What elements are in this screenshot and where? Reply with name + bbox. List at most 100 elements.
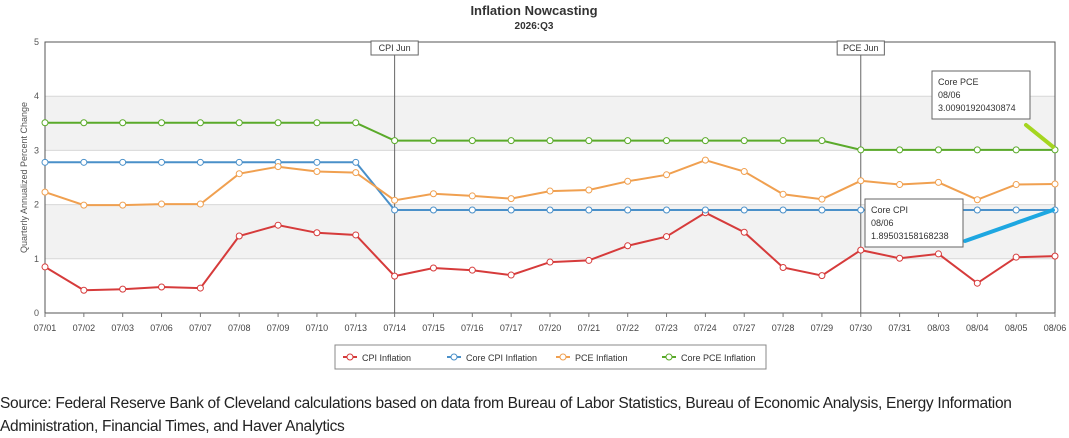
- data-point: [468, 192, 476, 200]
- data-point: [857, 246, 865, 254]
- data-point: [274, 163, 282, 171]
- data-point: [41, 119, 49, 127]
- legend-swatch-marker: [346, 353, 354, 361]
- data-point: [1012, 146, 1020, 154]
- data-point: [896, 181, 904, 189]
- x-tick-label: 07/10: [306, 323, 329, 333]
- tooltip-series: Core PCE: [938, 77, 979, 87]
- data-point: [779, 263, 787, 271]
- data-point: [857, 177, 865, 185]
- data-point: [313, 158, 321, 166]
- data-point: [1051, 252, 1059, 260]
- data-point: [740, 228, 748, 236]
- x-tick-label: 07/13: [345, 323, 368, 333]
- data-point: [779, 206, 787, 214]
- data-point: [585, 206, 593, 214]
- data-point: [779, 190, 787, 198]
- data-point: [701, 137, 709, 145]
- data-point: [313, 168, 321, 176]
- data-point: [429, 137, 437, 145]
- data-point: [546, 258, 554, 266]
- data-point: [391, 206, 399, 214]
- data-point: [41, 188, 49, 196]
- data-point: [1051, 180, 1059, 188]
- x-tick-label: 07/20: [539, 323, 562, 333]
- data-point: [235, 232, 243, 240]
- data-point: [973, 279, 981, 287]
- data-point: [352, 169, 360, 177]
- data-point: [857, 206, 865, 214]
- data-point: [701, 206, 709, 214]
- data-point: [158, 283, 166, 291]
- data-point: [624, 137, 632, 145]
- data-point: [740, 206, 748, 214]
- data-point: [663, 233, 671, 241]
- data-point: [740, 137, 748, 145]
- x-tick-label: 07/09: [267, 323, 290, 333]
- data-point: [196, 119, 204, 127]
- event-label-box: [836, 40, 885, 56]
- data-point: [235, 158, 243, 166]
- tooltip-box: [864, 198, 964, 248]
- data-point: [80, 158, 88, 166]
- event-label-box: [370, 40, 419, 56]
- legend-label: PCE Inflation: [575, 353, 628, 363]
- data-point: [507, 137, 515, 145]
- chart-subtitle: 2026:Q3: [515, 21, 554, 32]
- data-point: [158, 158, 166, 166]
- y-tick-label: 1: [34, 254, 39, 264]
- x-tick-label: 08/04: [966, 323, 989, 333]
- y-tick-label: 5: [34, 37, 39, 47]
- data-point: [934, 146, 942, 154]
- x-tick-label: 07/30: [850, 323, 873, 333]
- data-point: [429, 206, 437, 214]
- data-point: [507, 195, 515, 203]
- x-tick-label: 07/16: [461, 323, 484, 333]
- legend-label: Core CPI Inflation: [466, 353, 537, 363]
- data-point: [818, 137, 826, 145]
- chart-svg: Inflation Nowcasting 2026:Q3 0 1 2 3 4 5 Quarter…: [19, 3, 1067, 370]
- data-point: [585, 137, 593, 145]
- data-point: [158, 119, 166, 127]
- x-tick-label: 08/06: [1044, 323, 1067, 333]
- data-point: [313, 119, 321, 127]
- legend-swatch-marker: [450, 353, 458, 361]
- data-point: [818, 206, 826, 214]
- event-label: CPI Jun: [379, 43, 411, 53]
- data-point: [1012, 253, 1020, 261]
- data-point: [429, 264, 437, 272]
- data-point: [973, 146, 981, 154]
- y-tick-label: 4: [34, 91, 39, 101]
- x-tick-label: 07/17: [500, 323, 523, 333]
- x-tick-label: 08/03: [927, 323, 950, 333]
- data-point: [391, 196, 399, 204]
- source-note: Source: Federal Reserve Bank of Clevelan…: [0, 395, 1012, 435]
- y-tick-label: 2: [34, 200, 39, 210]
- x-tick-label: 07/02: [73, 323, 96, 333]
- tooltip-value: 1.89503158168238: [871, 231, 949, 241]
- x-tick-label: 07/22: [616, 323, 639, 333]
- data-point: [779, 137, 787, 145]
- x-tick-label: 07/07: [189, 323, 212, 333]
- data-point: [663, 171, 671, 179]
- x-tick-label: 07/23: [655, 323, 678, 333]
- data-point: [196, 200, 204, 208]
- data-point: [119, 201, 127, 209]
- data-point: [585, 256, 593, 264]
- data-point: [973, 206, 981, 214]
- legend-swatch-marker: [559, 353, 567, 361]
- tooltip-date: 08/06: [871, 218, 894, 228]
- data-point: [391, 137, 399, 145]
- data-point: [119, 285, 127, 293]
- data-point: [740, 168, 748, 176]
- data-point: [818, 272, 826, 280]
- data-point: [1012, 181, 1020, 189]
- data-point: [857, 146, 865, 154]
- data-point: [624, 242, 632, 250]
- tooltip-series: Core CPI: [871, 205, 908, 215]
- x-tick-label: 07/14: [383, 323, 406, 333]
- data-point: [235, 119, 243, 127]
- x-tick-label: 07/21: [578, 323, 601, 333]
- data-point: [429, 190, 437, 198]
- y-tick-label: 3: [34, 145, 39, 155]
